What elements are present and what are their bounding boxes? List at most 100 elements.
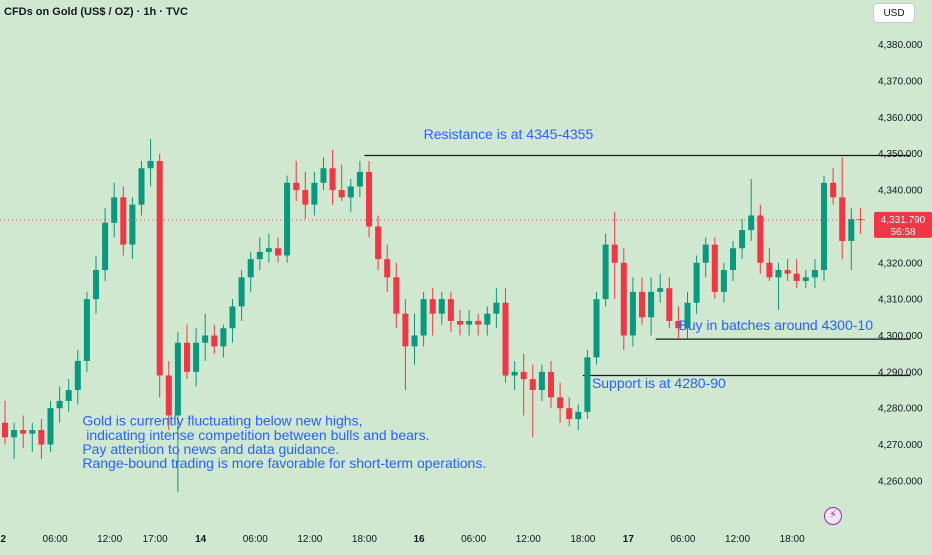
candle-body	[256, 251, 263, 260]
candle-timer-label: 56:58	[890, 227, 915, 238]
x-tick-label: 06:00	[670, 534, 695, 545]
candle-body	[356, 171, 363, 187]
y-tick-label: 4,290.000	[878, 367, 923, 378]
candle-body	[447, 299, 454, 321]
y-tick-label: 4,310.000	[878, 295, 923, 306]
candle-body	[839, 197, 846, 241]
candle-body	[83, 299, 90, 361]
candle-body	[639, 291, 645, 318]
candle-body	[502, 302, 509, 376]
candle-body	[666, 288, 673, 321]
chart-annotation-text: indicating intense competition between b…	[82, 427, 429, 443]
y-tick-label: 4,380.000	[878, 40, 923, 51]
candle-body	[147, 160, 154, 169]
candle-body	[711, 244, 718, 292]
candle-body	[675, 320, 682, 329]
candle-body	[284, 182, 291, 256]
candle-body	[102, 222, 109, 271]
candle-body	[529, 379, 536, 391]
candle-body	[129, 204, 136, 245]
candle-body	[174, 342, 181, 416]
candle-body	[720, 270, 727, 292]
candle-body	[821, 182, 827, 271]
x-tick-label: 12:00	[97, 534, 122, 545]
x-tick-label: 12	[0, 534, 6, 545]
x-tick-label: 06:00	[461, 534, 486, 545]
candle-body	[329, 168, 336, 191]
candle-body	[457, 320, 463, 325]
candle-body	[202, 335, 209, 343]
currency-button[interactable]: USD	[873, 3, 915, 23]
candle-body	[766, 262, 773, 278]
candle-body	[247, 259, 254, 278]
y-tick-label: 4,340.000	[878, 186, 923, 197]
chart-header-title: CFDs on Gold (US$ / OZ) · 1h · TVC	[4, 6, 188, 18]
current-price-label: 4,331.790	[881, 215, 926, 226]
candle-body	[830, 182, 837, 198]
lightning-icon[interactable]: ⚡	[824, 507, 842, 525]
candle-body	[584, 357, 591, 412]
candle-body	[211, 335, 218, 347]
candle-body	[311, 182, 318, 205]
candle-body	[347, 186, 354, 198]
candle-body	[620, 262, 627, 336]
candle-body	[138, 168, 145, 205]
candle-body	[320, 168, 327, 183]
y-tick-label: 4,360.000	[878, 113, 923, 124]
y-tick-label: 4,270.000	[878, 440, 923, 451]
candle-body	[265, 248, 272, 252]
candle-body	[748, 215, 755, 231]
x-tick-label: 12:00	[516, 534, 541, 545]
candle-body	[56, 400, 63, 409]
candle-body	[38, 430, 45, 445]
candle-body	[438, 299, 445, 314]
chart-annotation-text: Resistance is at 4345-4355	[424, 126, 594, 142]
candle-body	[511, 371, 518, 376]
candle-body	[184, 342, 190, 372]
candle-body	[739, 230, 746, 249]
x-tick-label: 12:00	[725, 534, 750, 545]
chart-annotation-text: Support is at 4280-90	[592, 375, 726, 391]
candle-body	[2, 422, 8, 438]
x-tick-label: 14	[195, 534, 207, 545]
candle-body	[684, 302, 691, 329]
candle-body	[757, 215, 764, 263]
candle-body	[493, 302, 500, 314]
y-tick-label: 4,320.000	[878, 258, 923, 269]
candle-body	[65, 390, 72, 401]
candle-body	[302, 190, 309, 205]
candle-body	[393, 277, 400, 314]
candle-body	[657, 288, 664, 292]
time-axis-panel	[0, 525, 866, 550]
x-tick-label: 17	[623, 534, 635, 545]
y-tick-label: 4,300.000	[878, 331, 923, 342]
candle-body	[593, 299, 600, 358]
candle-body	[538, 371, 545, 391]
candle-body	[648, 291, 655, 318]
candle-body	[775, 270, 782, 278]
candle-body	[293, 182, 300, 191]
candle-body	[29, 430, 36, 434]
candle-body	[20, 430, 27, 434]
candle-body	[420, 299, 427, 336]
x-tick-label: 18:00	[780, 534, 805, 545]
candle-body	[193, 342, 200, 372]
candle-body	[475, 320, 482, 325]
candle-body	[484, 313, 491, 325]
candle-body	[730, 248, 736, 271]
candle-body	[47, 408, 54, 445]
candle-body	[111, 197, 118, 223]
y-tick-label: 4,280.000	[878, 404, 923, 415]
candle-body	[156, 160, 163, 376]
candle-body	[848, 219, 855, 241]
candle-body	[229, 306, 236, 329]
y-tick-label: 4,350.000	[878, 149, 923, 160]
candle-body	[375, 226, 382, 260]
candle-body	[74, 360, 81, 391]
candle-body	[275, 248, 281, 256]
candle-body	[793, 273, 800, 281]
y-tick-label: 4,370.000	[878, 76, 923, 87]
candle-body	[548, 371, 554, 398]
